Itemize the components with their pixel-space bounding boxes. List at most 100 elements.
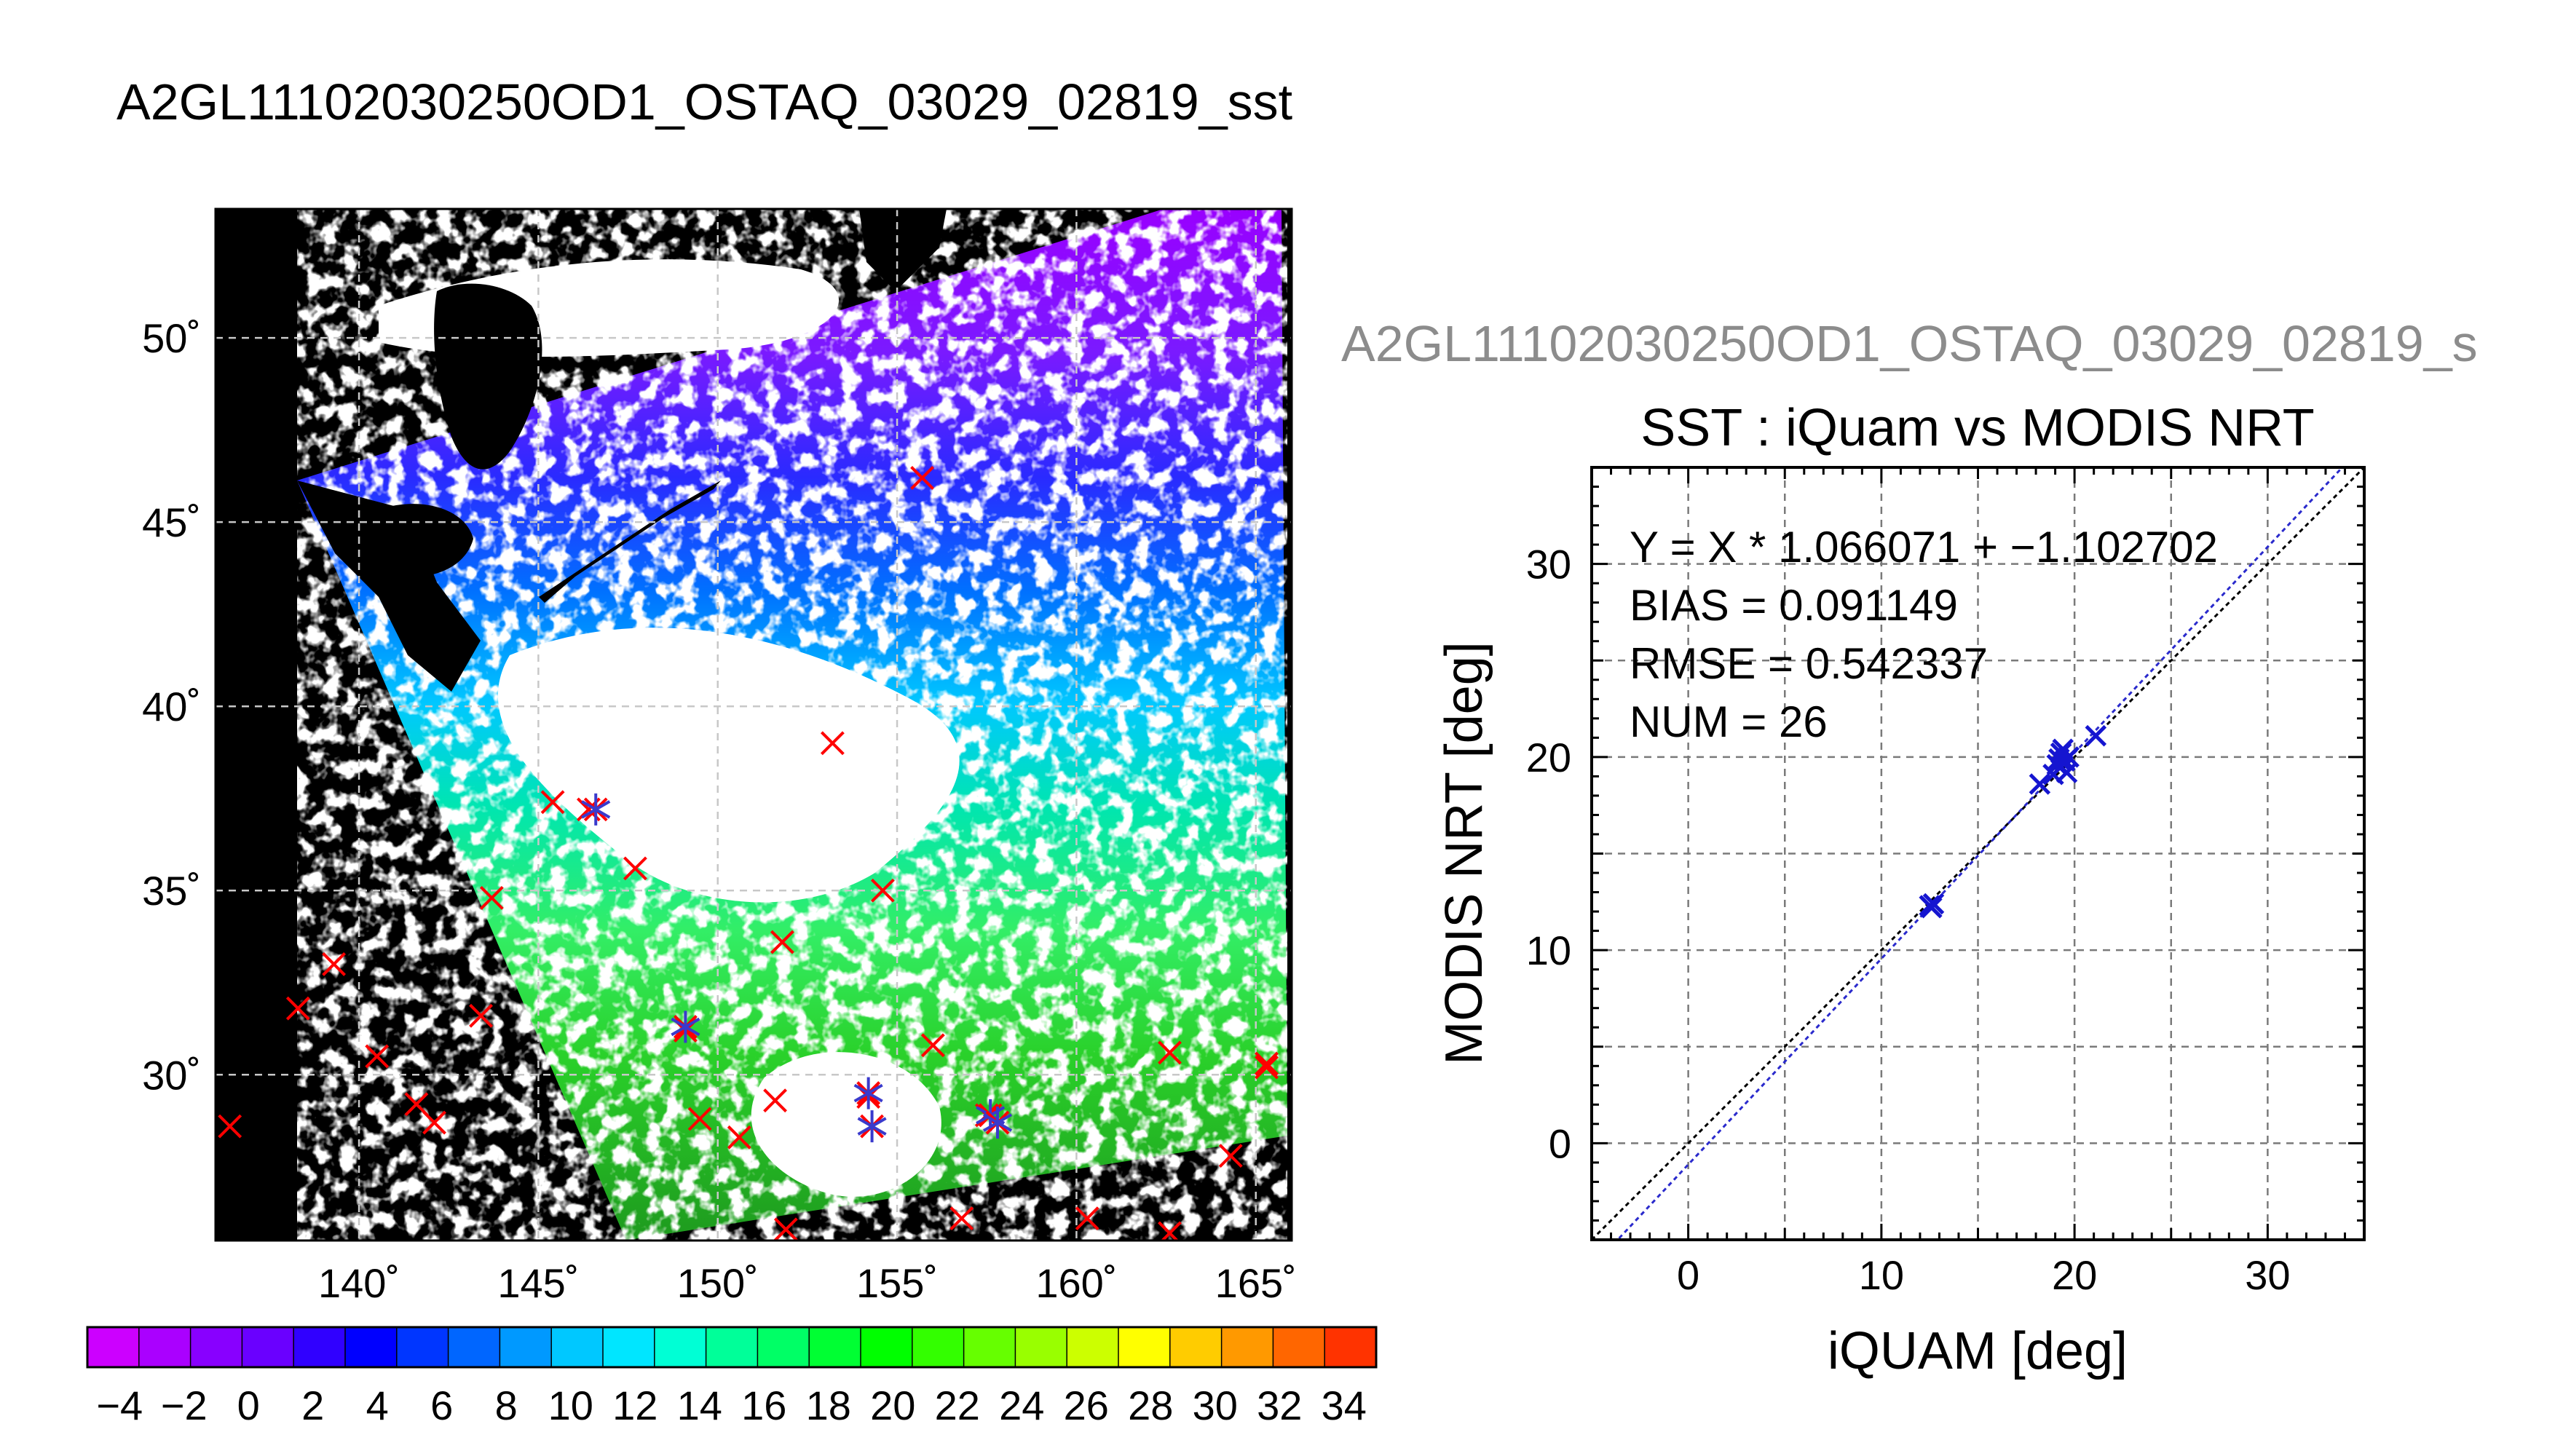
colorbar-tick-label: 10	[548, 1382, 593, 1428]
land-sakhalin	[434, 283, 542, 470]
colorbar-cell	[189, 1326, 243, 1368]
map-point-unmatched	[540, 790, 565, 815]
colorbar-cell	[705, 1326, 759, 1368]
map-frame	[214, 207, 1293, 1242]
map-point-unmatched	[870, 878, 895, 903]
scatter-y-tick-label: 10	[1526, 927, 1571, 973]
scatter-annotation: RMSE = 0.542337	[1630, 639, 1988, 688]
colorbar-labels: −4 −2 0 2 4 6 8 10 12 14 16 18 20 22 24 26 28 30 32 34	[96, 1382, 1367, 1428]
colorbar-cell	[344, 1326, 398, 1368]
colorbar-tick-label: 30	[1193, 1382, 1238, 1428]
colorbar-cell	[1272, 1326, 1326, 1368]
colorbar-tick-label: 34	[1322, 1382, 1367, 1428]
colorbar-tick-label: 14	[677, 1382, 722, 1428]
colorbar-tick-label: 32	[1257, 1382, 1302, 1428]
map-lon-tick-label: 165˚	[1215, 1260, 1297, 1306]
colorbar-tick-label: 20	[870, 1382, 915, 1428]
colorbar-tick-label: 22	[935, 1382, 980, 1428]
map-point-matched-star	[857, 1110, 887, 1143]
scatter-x-label: iQUAM [deg]	[1828, 1322, 2128, 1380]
colorbar-tick-label: 18	[806, 1382, 851, 1428]
colorbar-cell	[499, 1326, 553, 1368]
colorbar-cell	[654, 1326, 707, 1368]
scatter-y-tick-label: 20	[1526, 735, 1571, 780]
colorbar-cell	[447, 1326, 501, 1368]
main-title: A2GL11102030250OD1_OSTAQ_03029_02819_sst	[117, 74, 1293, 130]
colorbar-cell	[912, 1326, 965, 1368]
colorbar-cell	[1169, 1326, 1223, 1368]
colorbar-tick-label: 2	[301, 1382, 324, 1428]
map-point-unmatched	[920, 1033, 945, 1058]
map-lat-tick-label: 30˚	[142, 1052, 201, 1098]
scatter-annotations: Y = X * 1.066071 + −1.102702 BIAS = 0.091…	[1630, 523, 2218, 746]
colorbar-cell	[293, 1326, 347, 1368]
map-lat-tick-label: 35˚	[142, 868, 201, 914]
cloud-mass-central	[497, 628, 960, 903]
colorbar-cell	[1118, 1326, 1172, 1368]
sst-map: 140˚ 145˚ 150˚ 155˚ 160˚ 165˚ 30˚ 35˚ 40˚ 45˚ 50˚	[142, 207, 1297, 1306]
colorbar-tick-label: 24	[999, 1382, 1044, 1428]
colorbar-cell	[1066, 1326, 1120, 1368]
colorbar-cell	[87, 1326, 141, 1368]
scatter-annotation: NUM = 26	[1630, 697, 1828, 746]
scatter-point	[2058, 746, 2080, 768]
map-point-unmatched	[322, 952, 346, 976]
colorbar-tick-label: 6	[430, 1382, 453, 1428]
colorbar-cell	[1324, 1326, 1378, 1368]
scatter-ticks	[1592, 467, 2364, 1240]
map-point-matched-star	[982, 1107, 1013, 1139]
colorbar-cell	[860, 1326, 914, 1368]
colorbar-cell	[1220, 1326, 1274, 1368]
scatter-title: SST : iQuam vs MODIS NRT	[1640, 399, 2315, 457]
colorbar: −4 −2 0 2 4 6 8 10 12 14 16 18 20 22 24 26 28 30 32 34	[86, 1326, 1378, 1428]
map-point-unmatched	[479, 885, 504, 910]
regression-line	[1616, 467, 2344, 1240]
cloud-mass-south	[751, 1052, 941, 1197]
colorbar-tick-label: −2	[161, 1382, 208, 1428]
scatter-point	[2085, 724, 2107, 747]
map-point-unmatched	[365, 1044, 390, 1069]
map-tick-labels: 140˚ 145˚ 150˚ 155˚ 160˚ 165˚ 30˚ 35˚ 40˚ 45˚ 50˚	[142, 315, 1297, 1306]
colorbar-tick-label: −4	[96, 1382, 143, 1428]
colorbar-frame	[86, 1326, 1378, 1369]
map-point-matched-star	[581, 793, 611, 826]
map-point-unmatched	[727, 1125, 751, 1150]
colorbar-tick-label: 12	[612, 1382, 657, 1428]
map-lon-tick-label: 145˚	[497, 1260, 579, 1306]
colorbar-tick-label: 16	[741, 1382, 786, 1428]
map-lon-tick-label: 150˚	[677, 1260, 759, 1306]
scatter-point	[2029, 773, 2051, 795]
map-point-unmatched	[623, 856, 647, 881]
colorbar-tick-label: 4	[366, 1382, 389, 1428]
scatter-annotation: Y = X * 1.066071 + −1.102702	[1630, 523, 2218, 571]
colorbar-tick-label: 0	[237, 1382, 260, 1428]
map-lat-tick-label: 40˚	[142, 684, 201, 729]
map-point-unmatched	[1075, 1206, 1099, 1231]
scatter-y-tick-label: 30	[1526, 542, 1571, 587]
scatter-y-label: MODIS NRT [deg]	[1435, 641, 1493, 1065]
map-point-unmatched	[285, 996, 310, 1021]
map-lon-tick-label: 160˚	[1035, 1260, 1117, 1306]
scatter-file-title: A2GL11102030250OD1_OSTAQ_03029_02819_s	[1341, 315, 2478, 372]
map-point-unmatched	[949, 1206, 974, 1231]
land-kamchatka	[859, 209, 947, 291]
scatter-lines	[1592, 467, 2364, 1240]
map-point-unmatched	[770, 930, 794, 954]
colorbar-cell	[241, 1326, 295, 1368]
scatter-point	[1922, 893, 1945, 915]
colorbar-tick-label: 8	[495, 1382, 518, 1428]
scatter-x-tick-label: 10	[1859, 1252, 1904, 1298]
map-point-matched-star	[671, 1010, 700, 1043]
map-point-unmatched	[910, 466, 934, 490]
scatter-x-tick-label: 20	[2052, 1252, 2097, 1298]
land-honshu	[297, 480, 481, 692]
map-point-unmatched	[218, 1114, 242, 1139]
land-kuril	[539, 480, 721, 603]
scatter-tick-labels: 0 0 10 10 20 20 30 30	[1526, 542, 2291, 1298]
colorbar-cells	[87, 1326, 1378, 1368]
map-point-unmatched	[1218, 1144, 1243, 1168]
identity-line	[1592, 467, 2364, 1240]
scatter-points	[1919, 724, 2107, 919]
scatter-x-tick-label: 0	[1677, 1252, 1699, 1298]
map-point-unmatched	[1255, 1055, 1279, 1080]
